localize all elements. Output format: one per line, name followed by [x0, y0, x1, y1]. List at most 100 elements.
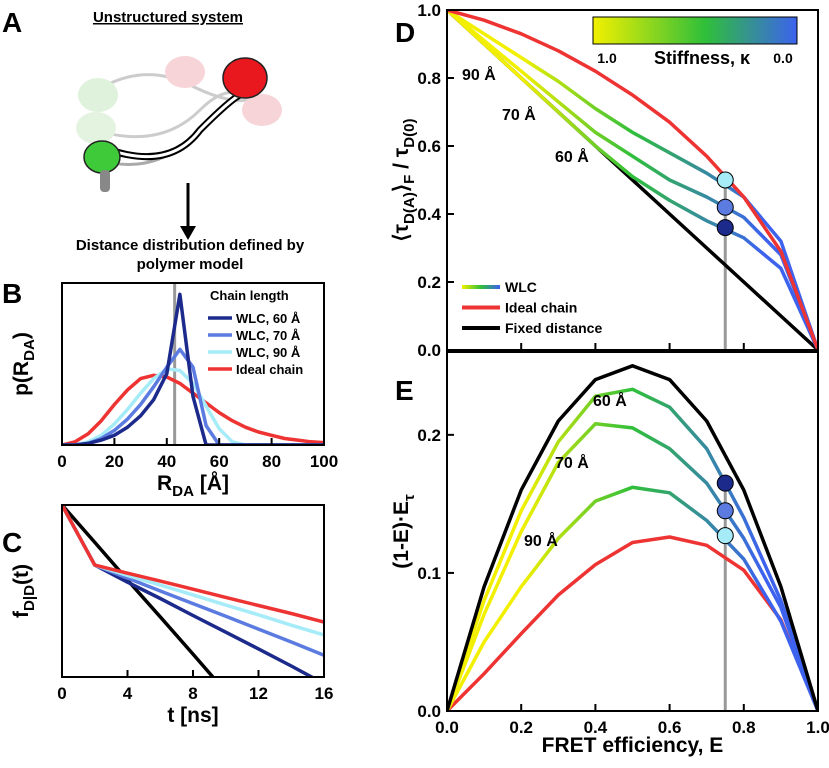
series-line [447, 10, 818, 350]
dye [242, 94, 282, 126]
y-tick-label: 0.2 [417, 273, 441, 292]
legend-label: WLC [505, 279, 537, 295]
label-part: DA [21, 339, 38, 361]
dye [76, 112, 116, 144]
x-tick-label: 0.8 [732, 718, 756, 737]
series-line [447, 10, 818, 350]
x-tick-label: 80 [262, 452, 281, 471]
y-tick-label: 0.6 [417, 137, 441, 156]
y-axis-label: (1-E)·Eτ [390, 494, 418, 569]
series-line [62, 505, 324, 624]
x-tick-label: 0.2 [509, 718, 533, 737]
y-tick-label: 0.2 [417, 426, 441, 445]
legend-label: Ideal chain [505, 300, 577, 316]
label-part: τ [401, 494, 418, 501]
legend-title: Chain length [210, 288, 289, 303]
x-tick-label: 4 [123, 684, 133, 703]
x-axis-label: RDA [Å] [157, 471, 229, 500]
series-line [447, 10, 818, 350]
x-tick-label: 20 [105, 452, 124, 471]
axes-frame [61, 282, 325, 446]
y-tick-label: 0.8 [417, 69, 441, 88]
y-tick-label: 0.0 [417, 341, 441, 360]
point [716, 198, 734, 216]
series-line [447, 535, 818, 711]
y-tick-label: 0.0 [417, 702, 441, 721]
label-part: f [10, 610, 33, 618]
panel-label: E [395, 375, 414, 406]
donor [83, 140, 121, 174]
y-axis-label: ⟨τD(A)⟩F / τD(0) [390, 118, 418, 241]
series-line [62, 347, 324, 445]
panel-a-caption: Distance distribution defined by [76, 237, 305, 254]
arrow-head [180, 226, 196, 240]
y-tick-label: 0.1 [417, 564, 441, 583]
legend-label: WLC, 90 Å [236, 345, 301, 360]
x-tick-label: 16 [315, 684, 334, 703]
label-part: R [157, 472, 172, 495]
panel-label: B [2, 278, 22, 309]
series-line [447, 387, 818, 711]
panel-label: A [2, 7, 22, 38]
series-line [62, 292, 324, 445]
panel-a-title: Unstructured system [93, 9, 243, 26]
label-part: D(0) [401, 118, 418, 147]
series-annotation: 60 Å [555, 147, 589, 166]
label-part: (1-E)·E [390, 501, 413, 569]
x-tick-label: 0.0 [435, 718, 459, 737]
colorbar-tick-label: 0.0 [773, 50, 793, 66]
chain-main [108, 91, 242, 161]
axes-frame [446, 351, 819, 712]
label-part: DA [172, 483, 194, 500]
legend-label: Ideal chain [236, 362, 303, 377]
series-annotation: 70 Å [502, 105, 536, 124]
point [716, 219, 734, 237]
series-annotation: 60 Å [593, 391, 627, 410]
legend-label: WLC, 60 Å [236, 311, 301, 326]
panel-label: C [2, 527, 22, 558]
x-tick-label: 12 [249, 684, 268, 703]
x-axis-label: FRET efficiency, E [542, 734, 724, 757]
point [716, 474, 734, 492]
series-line [447, 485, 818, 711]
series-line [447, 422, 818, 711]
legend-label: WLC, 70 Å [236, 328, 301, 343]
x-tick-label: 8 [188, 684, 197, 703]
colorbar [592, 16, 798, 45]
point [716, 527, 734, 545]
acceptor [222, 57, 268, 99]
plot-area [62, 283, 324, 445]
colorbar-tick-label: 1.0 [597, 50, 617, 66]
label-part: / τ [390, 147, 413, 175]
label-part: ⟩ [390, 184, 413, 192]
y-tick-label: 1.0 [417, 1, 441, 20]
x-tick-label: 0.6 [658, 718, 682, 737]
panel-a-illustration [76, 56, 282, 240]
series-line [447, 10, 818, 350]
label-part: D(A) [401, 192, 418, 224]
panel-label: D [395, 17, 415, 48]
plot-area [447, 364, 818, 711]
colorbar-title: Stiffness, κ [654, 48, 751, 68]
series-annotation: 90 Å [462, 65, 496, 84]
y-axis-label: fD|D(t) [10, 564, 38, 618]
panel-a-caption: polymer model [137, 256, 244, 273]
plot-area [447, 10, 818, 350]
y-tick-label: 0.4 [417, 205, 441, 224]
label-part: t [ns] [167, 704, 218, 727]
legend-label: Fixed distance [505, 320, 602, 336]
label-part: ) [10, 332, 33, 339]
x-tick-label: 60 [210, 452, 229, 471]
label-part: p(R [10, 361, 33, 396]
label-part: (t) [10, 564, 33, 585]
series-line [62, 505, 324, 657]
series-annotation: 70 Å [555, 453, 589, 472]
series-line [62, 367, 324, 445]
chain-main [109, 93, 241, 159]
x-axis-label: t [ns] [167, 704, 218, 727]
x-tick-label: 0.4 [584, 718, 608, 737]
series-annotation: 90 Å [524, 531, 558, 550]
label-part: FRET efficiency, E [542, 734, 724, 757]
label-part: D|D [21, 585, 38, 611]
